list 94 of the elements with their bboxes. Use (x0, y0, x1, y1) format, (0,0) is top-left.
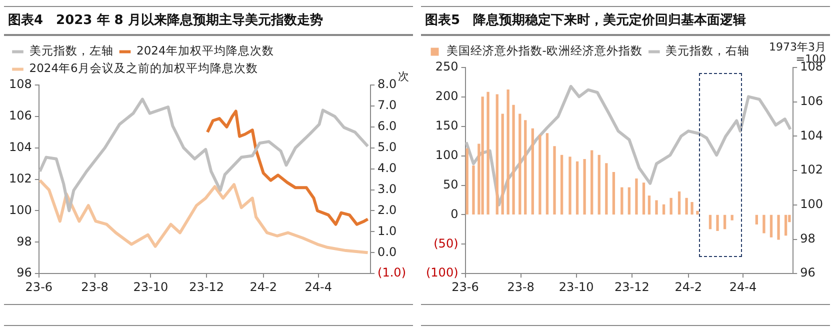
bar (620, 187, 624, 215)
legend-label: 美国经济意外指数-欧洲经济意外指数 (446, 44, 642, 58)
bar (755, 214, 758, 224)
y-tick-label: 100 (435, 148, 458, 162)
y2-tick-label: 98 (800, 231, 816, 246)
chart-title: 图表4 2023 年 8 月以来降息预期主导美元指数走势 (4, 6, 413, 36)
bar (628, 187, 631, 215)
bar (770, 214, 773, 238)
x-tick-label: 23-6 (25, 280, 53, 294)
y2-tick-label: 4.0 (378, 160, 397, 175)
bar (524, 120, 527, 215)
bar (568, 156, 572, 215)
y2-tick-label: 5.0 (378, 140, 397, 154)
bar (635, 178, 638, 215)
x-tick-label: 23-8 (507, 280, 534, 294)
y-tick-label: 250 (435, 60, 458, 74)
y-tick-label: 106 (9, 108, 32, 123)
x-tick-label: 23-6 (452, 280, 479, 294)
bar (642, 182, 646, 215)
y-tick-label: 104 (9, 140, 32, 154)
x-tick-label: 24-4 (729, 280, 757, 294)
y2-tick-label: 8.0 (378, 77, 397, 92)
y2-tick-label: 104 (800, 128, 823, 142)
y-tick-label: 100 (9, 202, 32, 217)
bar (605, 163, 608, 215)
x-tick-label: 23-12 (189, 280, 224, 294)
bar (496, 94, 498, 215)
legend-label: 2024年加权平均降息次数 (136, 44, 274, 58)
bar (655, 200, 658, 215)
bar (612, 172, 616, 215)
bar (648, 196, 651, 215)
chart-title: 图表5 降息预期稳定下来时，美元定价回归基本面逻辑 (421, 6, 830, 36)
bar (730, 214, 734, 220)
bar (506, 90, 510, 215)
bar (670, 198, 672, 215)
bar (598, 154, 600, 215)
bar (512, 104, 515, 215)
bar (784, 214, 788, 236)
bar (696, 210, 699, 215)
x-tick-label: 23-12 (614, 280, 650, 294)
bar (466, 148, 468, 215)
y2-tick-label: 7.0 (378, 98, 397, 112)
bar (723, 214, 726, 230)
y-tick-label: 98 (16, 234, 32, 248)
y-tick-label: 50 (442, 177, 458, 192)
bar (546, 133, 549, 215)
bar (662, 204, 666, 215)
y-tick-label: 200 (435, 89, 458, 104)
bar (531, 128, 534, 215)
y2-tick-label: 102 (800, 162, 823, 177)
bar (481, 96, 484, 215)
legend-label: 2024年6月会议及之前的加权平均降息次数 (29, 61, 258, 76)
bar (685, 198, 688, 215)
bar (486, 92, 490, 215)
y-tick-label: 150 (435, 118, 458, 133)
bar (472, 166, 475, 215)
bar (501, 114, 504, 215)
bar (518, 114, 522, 215)
bar (716, 214, 719, 231)
y2-tick-label: 106 (800, 94, 823, 108)
y2-tick-label: 100 (800, 197, 823, 212)
x-tick-label: 23-8 (81, 280, 108, 294)
y2-tick-label: 1.0 (378, 224, 397, 238)
y-tick-label: 0 (450, 206, 458, 221)
bar (583, 159, 586, 215)
y2-tick-label: 6.0 (378, 119, 397, 134)
legend-label: 美元指数，右轴 (666, 44, 750, 58)
y2-tick-label: 96 (800, 266, 816, 280)
y-tick-label: 96 (16, 266, 32, 280)
bar (590, 150, 594, 215)
y-tick-label: (50) (434, 236, 458, 250)
legend-label: 美元指数，左轴 (29, 44, 114, 58)
y-tick-label: (100) (426, 266, 458, 280)
bar (708, 214, 712, 230)
y2-axis-title: 次 (398, 70, 409, 83)
x-tick-label: 24-2 (250, 280, 277, 294)
y2-tick-label: 2.0 (378, 202, 397, 217)
bar (553, 146, 556, 215)
y-tick-label: 102 (9, 171, 32, 186)
x-tick-label: 24-4 (304, 280, 332, 294)
y2-tick-label: 0.0 (378, 244, 397, 259)
bar (777, 214, 780, 240)
bar (576, 161, 579, 215)
x-tick-label: 24-2 (674, 280, 702, 294)
bar (560, 154, 564, 215)
y2-tick-label: (1.0) (378, 266, 406, 280)
bar (678, 191, 681, 215)
y2-tick-label: 3.0 (378, 182, 397, 196)
x-tick-label: 23-10 (558, 280, 594, 294)
bar (538, 134, 542, 215)
bar (690, 202, 694, 215)
y-tick-label: 108 (9, 77, 32, 92)
bar (762, 214, 766, 234)
x-tick-label: 23-10 (133, 280, 168, 294)
